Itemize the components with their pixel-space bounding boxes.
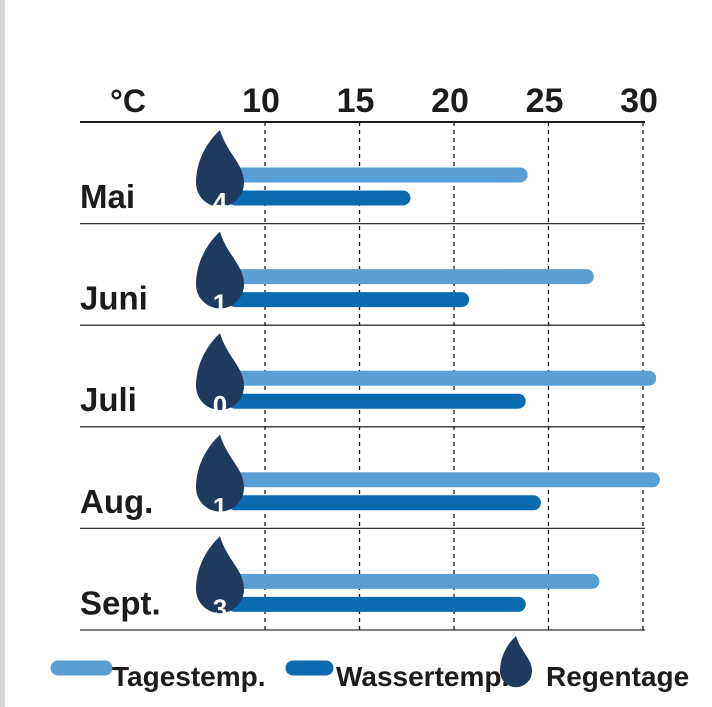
raindrop-icon: [196, 536, 244, 614]
legend-layer: Tagestemp. Wassertemp. Regentage: [50, 636, 689, 692]
bar-layer: [227, 167, 660, 612]
category-label-0: Mai: [80, 178, 135, 215]
regentage-value-3: 1: [213, 492, 227, 522]
raindrop-icon: [196, 130, 244, 207]
raindrop-icon: [196, 434, 244, 512]
text-layer: 10 15 20 25 30 °C Mai 4 Juni 1 Juli 0 Aug. 1 Sept. 3: [80, 82, 658, 623]
tick-label-10: 10: [242, 82, 280, 120]
legend-raindrop-icon: [500, 636, 532, 688]
category-label-1: Juni: [80, 280, 148, 317]
unit-label: °C: [110, 83, 146, 119]
regentage-value-2: 0: [213, 390, 227, 420]
raindrop-icon: [196, 231, 244, 309]
tick-label-25: 25: [526, 82, 564, 120]
grid-layer: [80, 121, 645, 631]
tick-label-20: 20: [431, 82, 469, 120]
category-label-4: Sept.: [80, 584, 161, 621]
raindrop-icon: [196, 333, 244, 410]
category-label-2: Juli: [80, 381, 137, 418]
legend-label-regentage: Regentage: [546, 661, 689, 692]
tick-label-30: 30: [620, 82, 658, 120]
tick-label-15: 15: [337, 82, 375, 120]
legend-label-wassertemp: Wassertemp.: [336, 661, 509, 692]
regentage-value-4: 3: [213, 593, 227, 623]
regentage-value-1: 1: [213, 289, 227, 319]
regentage-value-0: 4: [213, 187, 228, 217]
category-label-3: Aug.: [80, 483, 153, 520]
drop-layer: [196, 130, 244, 614]
legend-label-tagestemp: Tagestemp.: [112, 661, 266, 692]
